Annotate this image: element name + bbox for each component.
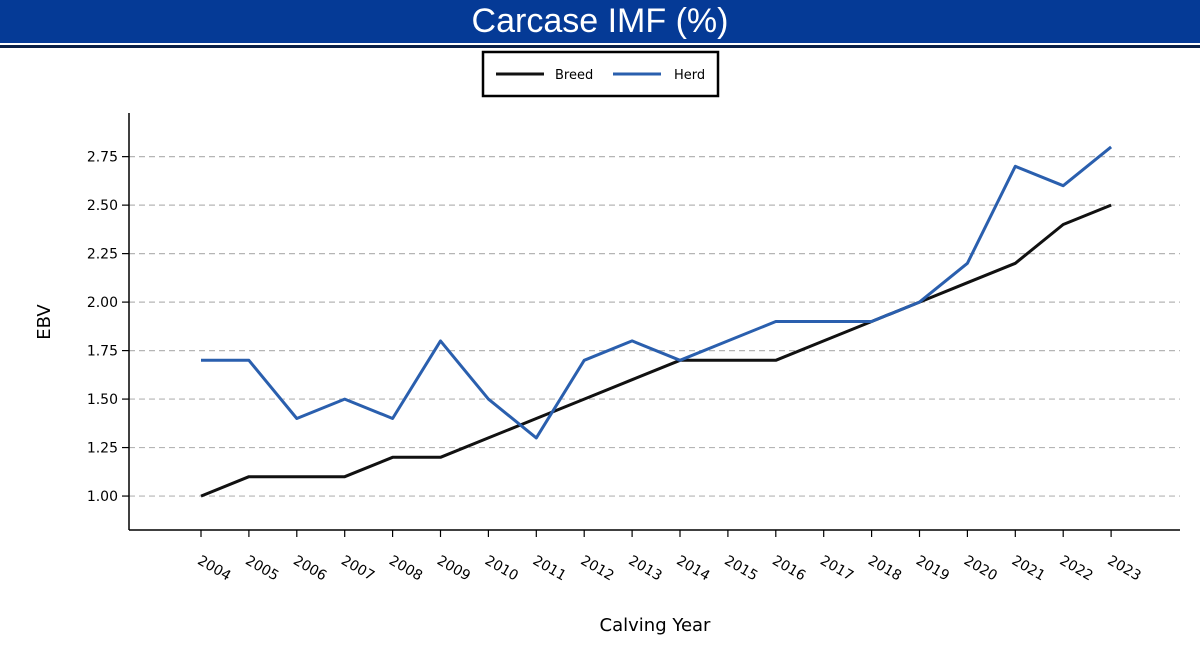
x-tick-label: 2022 [1057,553,1096,585]
x-tick-label: 2004 [195,553,234,585]
series-line-herd [201,145,1113,440]
y-tick-label: 2.50 [87,198,118,214]
title-rule [0,45,1200,48]
x-axis-title: Calving Year [600,615,712,636]
x-tick-label: 2019 [913,553,952,585]
y-tick-label: 2.00 [87,295,118,311]
x-tick-label: 2014 [674,553,713,585]
x-tick-label: 2008 [386,553,425,585]
x-tick-label: 2010 [482,553,521,585]
x-tick-label: 2021 [1009,553,1048,585]
x-tick-label: 2023 [1105,553,1144,585]
y-axis-title: EBV [34,304,55,340]
y-tick-label: 1.50 [87,392,118,408]
y-tick-label: 2.25 [87,247,118,263]
x-ticks: 2004 2005 2006 2007 2008 2009 2010 2011 2012 2013… [195,530,1144,584]
x-tick-label: 2015 [721,553,760,585]
legend-label-breed: Breed [555,68,593,83]
series-lines [200,145,1113,498]
y-ticks: 1.00 1.25 1.50 1.75 2.00 2.25 2.50 2.75 [87,150,129,505]
x-tick-label: 2007 [338,553,377,585]
x-tick-label: 2011 [530,553,569,585]
x-tick-label: 2018 [865,553,904,585]
x-tick-label: 2017 [817,553,856,585]
x-tick-label: 2005 [242,553,281,585]
x-tick-label: 2009 [434,553,473,585]
x-tick-label: 2016 [769,553,808,585]
legend: Breed Herd [481,50,720,98]
x-tick-label: 2012 [578,553,617,585]
series-line-breed [200,203,1112,498]
x-tick-label: 2020 [961,553,1000,585]
y-tick-label: 1.75 [87,344,118,360]
axes [128,113,1180,531]
legend-label-herd: Herd [674,68,705,83]
x-tick-label: 2013 [626,553,665,585]
y-tick-label: 1.25 [87,441,118,457]
gridlines [129,156,1180,497]
y-tick-label: 1.00 [87,489,118,505]
chart-title: Carcase IMF (%) [0,0,1200,43]
y-tick-label: 2.75 [87,150,118,166]
x-tick-label: 2006 [290,553,329,585]
